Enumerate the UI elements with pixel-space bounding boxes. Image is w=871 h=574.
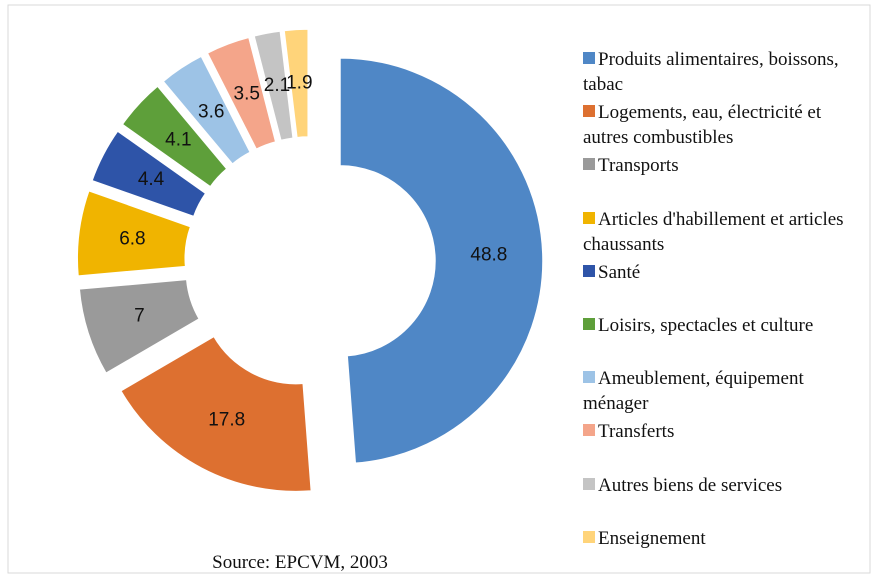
- donut-slice: [121, 85, 228, 188]
- legend-swatch: [583, 52, 595, 64]
- donut-slice: [78, 278, 201, 375]
- legend-label: Logements, eau, électricité et autres co…: [583, 102, 822, 149]
- donut-slice: [76, 189, 192, 277]
- legend-item: Loisirs, spectacles et culture: [583, 313, 869, 338]
- source: Source: EPCVM, 2003: [212, 552, 388, 573]
- data-label: 3.6: [198, 102, 224, 123]
- legend-swatch: [583, 477, 595, 490]
- data-label: 4.1: [165, 130, 191, 151]
- donut-slice: [206, 36, 277, 151]
- legend-item: Transferts: [583, 419, 869, 444]
- donut-slice: [283, 28, 309, 139]
- legend-label: Enseignement: [598, 527, 706, 549]
- donut-slice: [90, 129, 207, 218]
- data-label: 1.9: [286, 72, 312, 93]
- legend-item: Articles d'habillement et articles chaus…: [583, 207, 869, 257]
- donut-slice: [253, 30, 294, 142]
- data-label: 17.8: [208, 409, 245, 430]
- legend-item: Produits alimentaires, boissons, tabac: [583, 47, 869, 97]
- legend-swatch: [583, 211, 595, 224]
- legend-swatch: [583, 424, 595, 437]
- legend-swatch: [583, 371, 595, 384]
- legend-item: Santé: [583, 260, 869, 285]
- donut-slice: [162, 55, 252, 166]
- legend-label: Loisirs, spectacles et culture: [598, 315, 814, 336]
- legend-swatch: [583, 158, 595, 171]
- data-label: 4.4: [138, 169, 165, 190]
- legend-item: Transports: [583, 153, 869, 178]
- legend-item: Logements, eau, électricité et autres co…: [583, 100, 869, 150]
- chart-frame: [7, 4, 871, 574]
- donut-slice: [339, 57, 544, 465]
- data-label: 3.5: [234, 84, 260, 105]
- donut-slice: [119, 335, 313, 493]
- data-label: 7: [134, 305, 145, 326]
- legend-swatch: [583, 264, 595, 277]
- data-label: 6.8: [119, 229, 145, 250]
- legend-label: Articles d'habillement et articles chaus…: [583, 208, 844, 255]
- legend-item: Enseignement: [583, 526, 869, 551]
- data-label: 2.1: [264, 75, 290, 96]
- legend-swatch: [583, 105, 595, 118]
- legend-label: Transferts: [598, 421, 675, 443]
- legend-label: Ameublement, équipement ménager: [583, 368, 804, 415]
- legend-label: Autres biens de services: [598, 474, 783, 496]
- legend-label: Santé: [598, 261, 641, 283]
- legend-label: Transports: [598, 155, 679, 177]
- legend-item: Ameublement, équipement ménager: [583, 366, 869, 416]
- legend-swatch: [583, 530, 595, 543]
- data-label: 48.8: [470, 244, 507, 265]
- legend-item: Autres biens de services: [583, 473, 869, 498]
- legend-swatch: [583, 318, 595, 330]
- legend-label: Produits alimentaires, boissons, tabac: [583, 49, 839, 95]
